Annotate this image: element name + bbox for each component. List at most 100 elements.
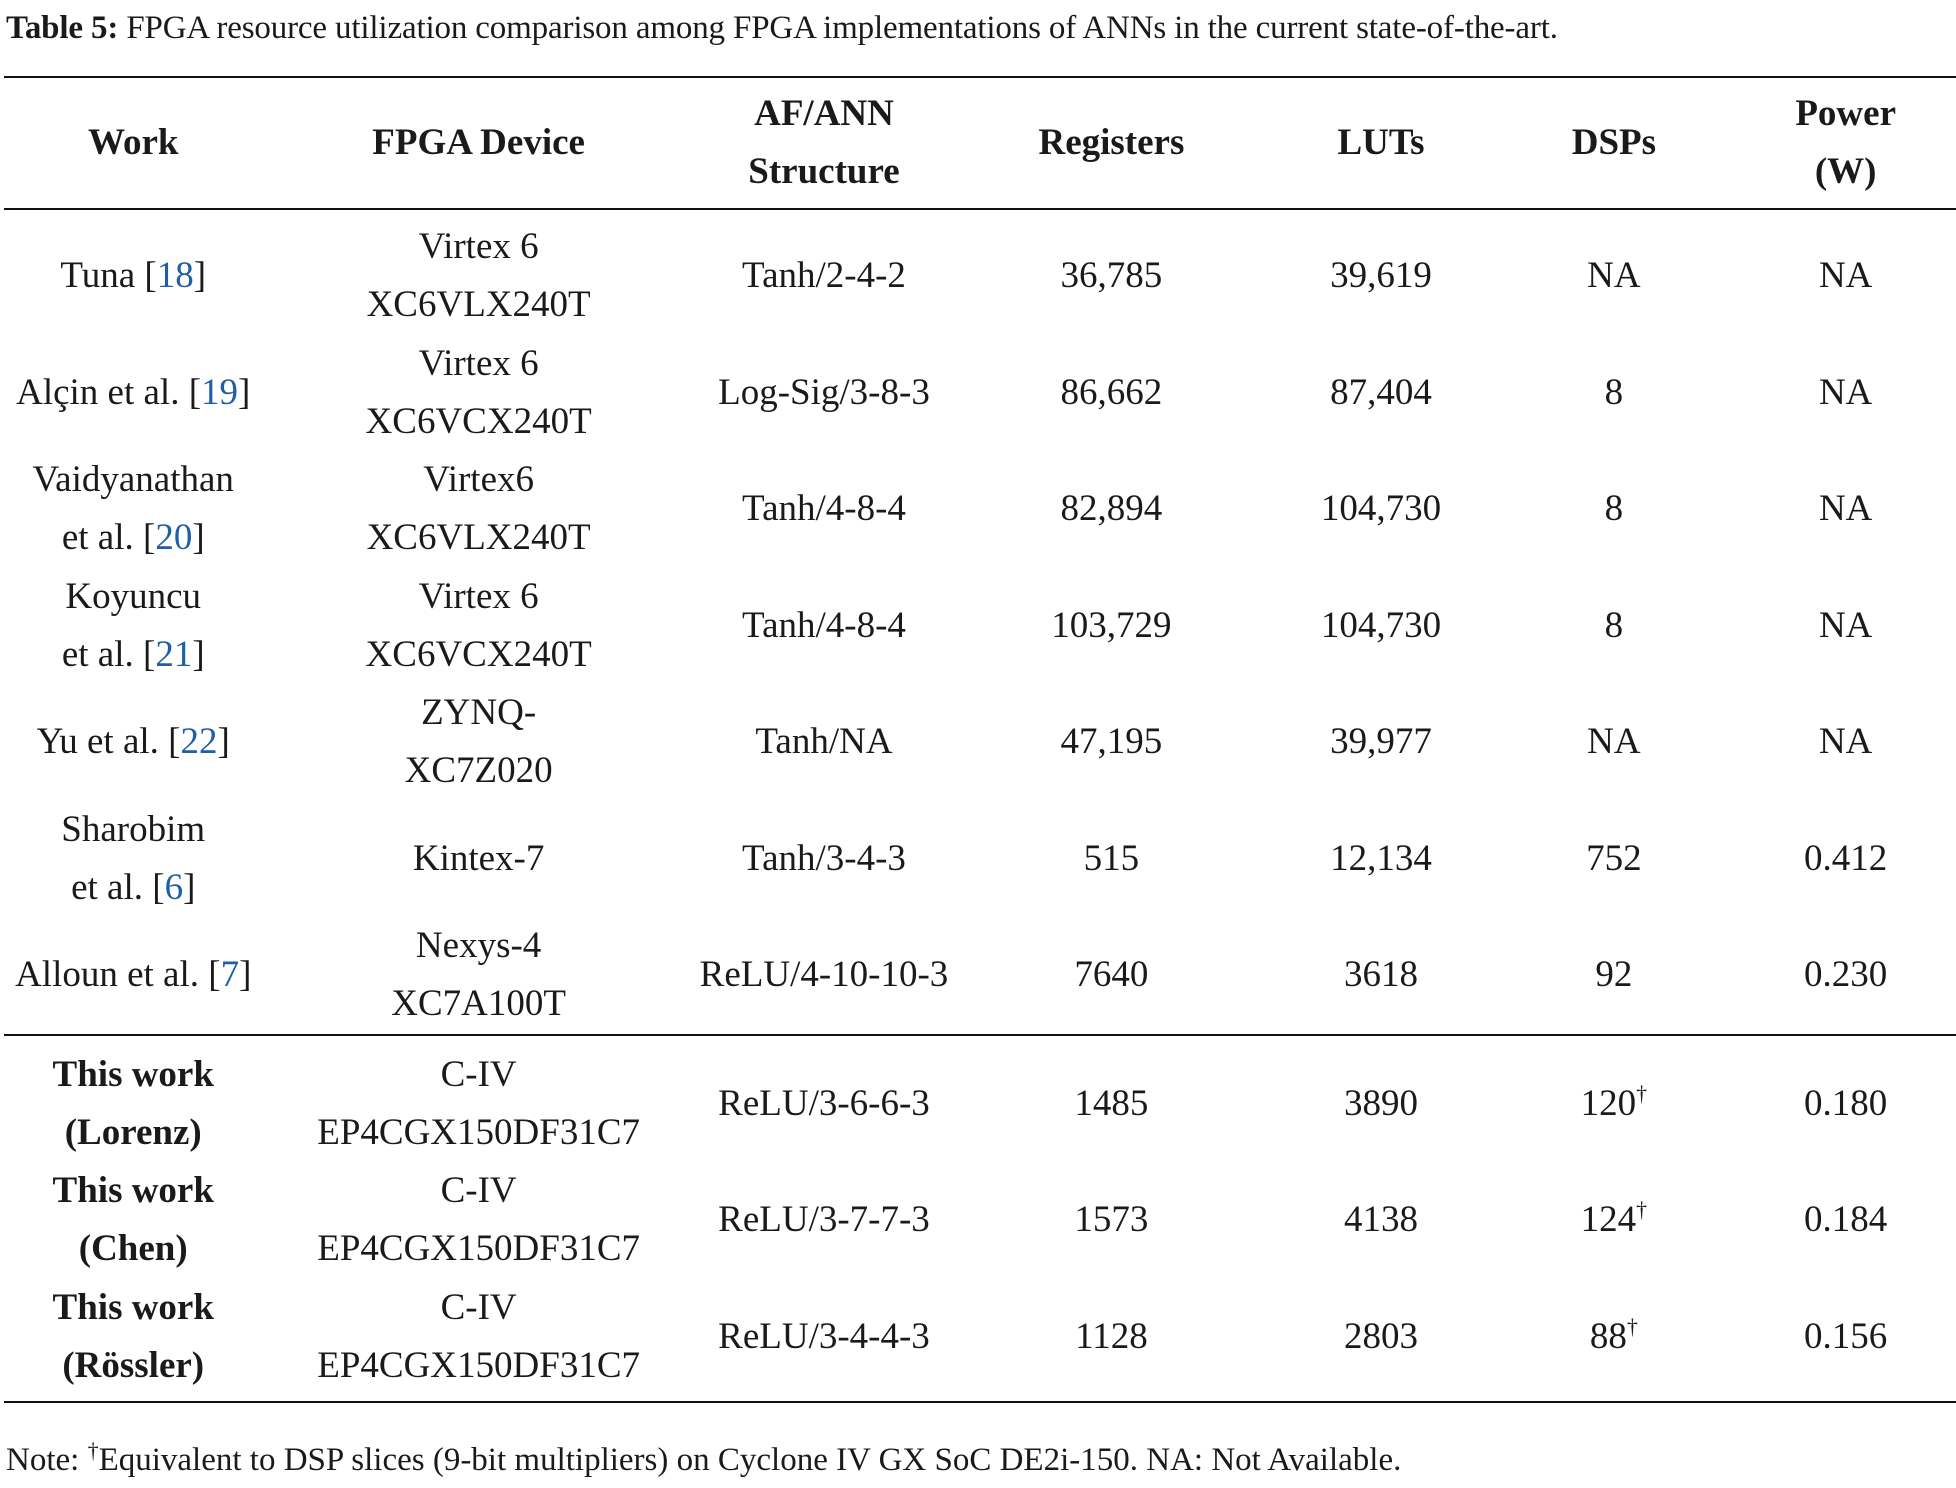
table-caption: Table 5: FPGA resource utilization compa…	[6, 6, 1558, 50]
cell-luts: 3890	[1269, 1033, 1493, 1162]
dagger-mark: †	[1636, 1197, 1648, 1223]
cell-af-structure: Tanh/3-4-3	[742, 837, 906, 879]
cell-registers: 1485	[953, 1033, 1270, 1162]
citation-bracket: ]	[192, 633, 205, 675]
work-name: Sharobim	[61, 808, 206, 850]
system-name: (Rössler)	[62, 1344, 205, 1386]
cell-registers: 7640	[1074, 954, 1149, 996]
cell-power: NA	[1818, 255, 1873, 297]
cell-luts: 104,730	[1320, 488, 1442, 530]
device-line-2: EP4CGX150DF31C7	[317, 1228, 640, 1270]
citation-ref: 19	[201, 371, 239, 413]
table-row-this-work: This work (Lorenz) C-IV EP4CGX150DF31C7 ReLU…	[4, 1033, 1956, 1162]
citation-ref: 7	[220, 954, 240, 996]
citation-bracket: ]	[183, 866, 196, 908]
header-row: Work FPGA Device AF/ANN Structure Registe…	[4, 76, 1956, 210]
work-name: Koyuncu	[65, 575, 202, 617]
cell-registers: 82,894	[1060, 488, 1163, 530]
header-luts: LUTs	[1269, 76, 1493, 210]
cell-device: Virtex 6 XC6VCX240T	[262, 568, 694, 685]
cell-dsps: 8	[1604, 488, 1624, 530]
cell-work: Alçin et al. [19]	[4, 335, 262, 452]
cell-af-structure: ReLU/3-6-6-3	[694, 1033, 954, 1162]
cell-registers: 103,729	[1051, 604, 1172, 646]
device-line-2: XC6VCX240T	[365, 400, 592, 442]
citation-ref: 18	[156, 255, 194, 297]
citation-bracket: ]	[217, 721, 230, 763]
cell-device: Virtex 6 XC6VLX240T	[262, 209, 694, 335]
cell-device: Nexys-4 XC7A100T	[262, 917, 694, 1035]
cell-af-structure: Log-Sig/3-8-3	[718, 371, 930, 413]
cell-dsps: 88†	[1492, 1278, 1736, 1403]
work-name: Alloun et al. [	[15, 954, 221, 996]
citation-bracket: ]	[238, 371, 251, 413]
device-line-2: EP4CGX150DF31C7	[317, 1111, 640, 1153]
cell-af-structure: ReLU/4-10-10-3	[699, 954, 949, 996]
device-line-1: Virtex 6	[418, 342, 539, 384]
table-row-this-work: This work (Rössler) C-IV EP4CGX150DF31C7 ReL…	[4, 1278, 1956, 1403]
header-af-structure: AF/ANN Structure	[694, 76, 954, 210]
cell-dsps: NA	[1587, 721, 1641, 763]
citation-bracket: ]	[193, 255, 207, 297]
cell-work: This work (Rössler)	[4, 1278, 263, 1403]
cell-dsps: 752	[1586, 837, 1642, 879]
cell-work: Sharobim et al. [6]	[4, 801, 262, 918]
device-line-2: XC6VLX240T	[366, 284, 591, 326]
work-name-cont: et al. [	[71, 866, 165, 908]
cell-work: Koyuncu et al. [21]	[4, 568, 262, 685]
cell-af-structure: ReLU/3-4-4-3	[694, 1278, 954, 1403]
device-line-2: XC6VLX240T	[366, 517, 591, 559]
dsp-value: 120	[1580, 1082, 1637, 1124]
device-line-1: Virtex6	[423, 459, 535, 501]
header-work: Work	[4, 76, 263, 210]
cell-power: 0.230	[1804, 954, 1888, 996]
cell-registers: 86,662	[1060, 371, 1163, 413]
cell-power: 0.412	[1804, 837, 1888, 879]
cell-power: 0.180	[1735, 1033, 1956, 1162]
this-work-rows: This work (Lorenz) C-IV EP4CGX150DF31C7 ReLU…	[4, 1033, 1956, 1403]
device-line-1: C-IV	[440, 1170, 517, 1212]
header-dsps: DSPs	[1492, 76, 1736, 210]
cell-af-structure: Tanh/2-4-2	[742, 255, 906, 297]
header-power: Power (W)	[1735, 76, 1956, 210]
cell-af-structure: ReLU/3-7-7-3	[718, 1199, 930, 1241]
dagger-mark: †	[87, 1438, 99, 1463]
cell-dsps: 92	[1595, 954, 1633, 996]
note-text: Equivalent to DSP slices (9-bit multipli…	[98, 1442, 1402, 1478]
citation-bracket: ]	[239, 954, 252, 996]
cell-dsps: NA	[1587, 255, 1641, 297]
cell-registers: 515	[1083, 837, 1140, 879]
device-line-1: Kintex-7	[412, 837, 545, 879]
cell-power: NA	[1818, 488, 1873, 530]
cell-dsps: 124†	[1492, 1162, 1735, 1279]
cell-device: Kintex-7	[262, 801, 694, 918]
system-name: (Chen)	[78, 1228, 188, 1270]
cell-luts: 3618	[1344, 954, 1419, 996]
device-line-1: Virtex 6	[418, 226, 539, 268]
cell-luts: 39,619	[1330, 255, 1432, 297]
citation-ref: 20	[155, 517, 193, 559]
dagger-mark: †	[1626, 1313, 1638, 1339]
cell-work: This work (Chen)	[4, 1162, 262, 1279]
table-row: Yu et al. [22] ZYNQ- XC7Z020 Tanh/NA 47,195 3…	[4, 684, 1956, 801]
cell-device: C-IV EP4CGX150DF31C7	[262, 1278, 695, 1403]
cell-device: C-IV EP4CGX150DF31C7	[262, 1033, 695, 1162]
cell-dsps: 8	[1604, 371, 1624, 413]
cell-work: Vaidyanathan et al. [20]	[4, 451, 262, 568]
device-line-1: C-IV	[440, 1286, 517, 1328]
system-name: (Lorenz)	[64, 1111, 202, 1153]
cell-af-structure: Tanh/4-8-4	[742, 488, 906, 530]
prior-work-rows: Tuna [18] Virtex 6 XC6VLX240T Tanh/2-4-2 36,…	[4, 209, 1956, 1035]
cell-work: Tuna [18]	[4, 209, 262, 335]
dsp-value: 124	[1580, 1199, 1637, 1241]
table-note: Note: †Equivalent to DSP slices (9-bit m…	[6, 1438, 1401, 1482]
cell-registers: 1573	[1074, 1199, 1149, 1241]
caption-label: Table 5:	[6, 10, 119, 46]
device-line-2: XC7A100T	[391, 983, 566, 1025]
work-name-cont: et al. [	[61, 633, 156, 675]
header-device: FPGA Device	[262, 76, 695, 210]
cell-luts: 39,977	[1330, 721, 1432, 763]
work-name: Yu et al. [	[36, 721, 181, 763]
citation-ref: 6	[164, 866, 184, 908]
cell-luts: 4138	[1344, 1199, 1419, 1241]
